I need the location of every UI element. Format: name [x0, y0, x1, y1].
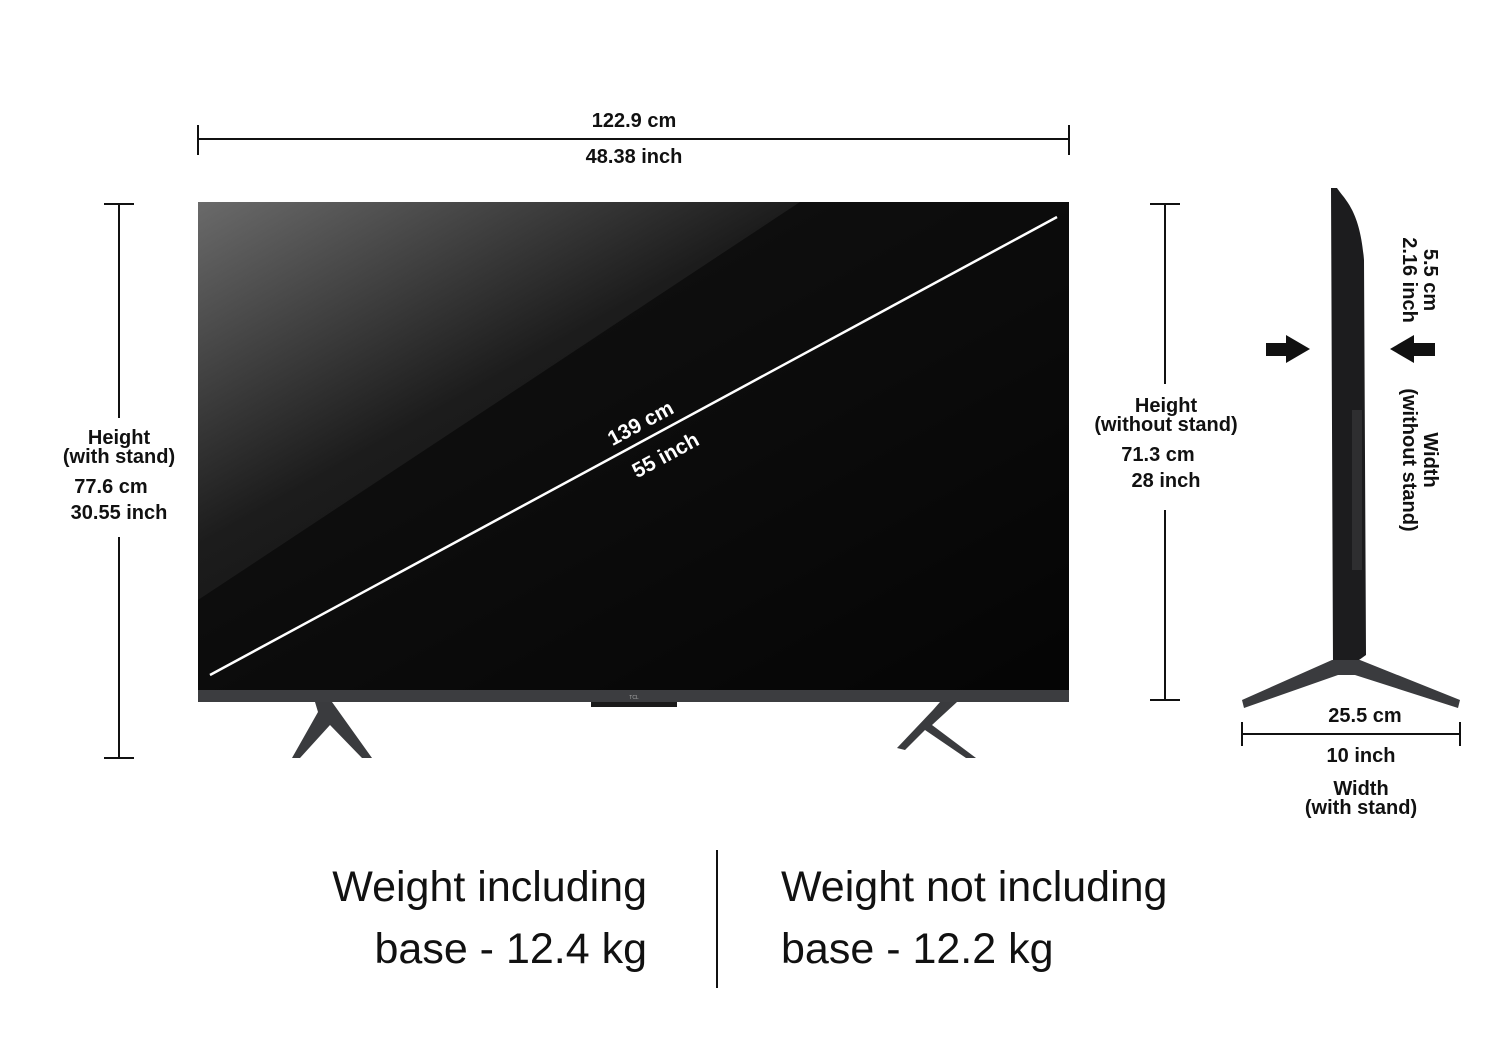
depth-without-stand-subtitle: (without stand) — [1398, 388, 1420, 532]
top-width-inch: 48.38 inch — [585, 146, 683, 168]
height-with-stand-cm: 77.6 cm — [74, 476, 148, 498]
left-stand-leg — [292, 702, 372, 758]
height-with-stand-inch: 30.55 inch — [70, 502, 168, 524]
arrow-right-icon — [1266, 335, 1310, 363]
arrow-left-icon — [1390, 335, 1435, 363]
right-stand-leg — [897, 702, 976, 758]
depth-without-stand-inch: 2.16 inch — [1398, 237, 1420, 323]
depth-without-stand-cm: 5.5 cm — [1419, 248, 1441, 312]
depth-with-stand-title: Width — [1333, 778, 1389, 800]
weight-not-including-line-2: base - 12.2 kg — [781, 925, 1054, 973]
height-without-stand-line — [1150, 203, 1180, 701]
weight-not-including-base: Weight not including base - 12.2 kg — [781, 856, 1167, 980]
height-without-stand-subtitle: (without stand) — [1094, 414, 1238, 436]
side-stand-foot — [1242, 660, 1460, 708]
top-width-cm: 122.9 cm — [591, 110, 677, 132]
depth-without-stand-values: 5.5 cm 2.16 inch — [1398, 237, 1441, 323]
depth-with-stand-cm: 25.5 cm — [1328, 705, 1402, 727]
depth-with-stand-inch: 10 inch — [1326, 745, 1396, 767]
weight-including-base: Weight including base - 12.4 kg — [332, 856, 647, 980]
height-with-stand-subtitle: (with stand) — [62, 446, 176, 468]
weight-including-line-2: base - 12.4 kg — [374, 925, 647, 973]
depth-with-stand-line — [1241, 722, 1461, 746]
depth-without-stand-label: Width (without stand) — [1398, 388, 1441, 532]
diagonal-line — [209, 215, 1058, 677]
height-without-stand-cm: 71.3 cm — [1121, 444, 1195, 466]
tv-logo: TCL — [629, 695, 639, 701]
weight-including-line-1: Weight including — [332, 863, 647, 911]
tv-side-view — [1242, 188, 1460, 708]
height-with-stand-title: Height — [87, 427, 151, 449]
height-with-stand-line — [104, 203, 134, 759]
weight-not-including-line-1: Weight not including — [781, 863, 1168, 911]
depth-without-stand-title: Width — [1419, 432, 1441, 488]
top-width-dimension-line — [197, 125, 1070, 155]
height-without-stand-title: Height — [1134, 395, 1198, 417]
depth-with-stand-subtitle: (with stand) — [1304, 797, 1418, 819]
tv-front-view: TCL — [198, 202, 1069, 758]
height-without-stand-inch: 28 inch — [1131, 470, 1201, 492]
